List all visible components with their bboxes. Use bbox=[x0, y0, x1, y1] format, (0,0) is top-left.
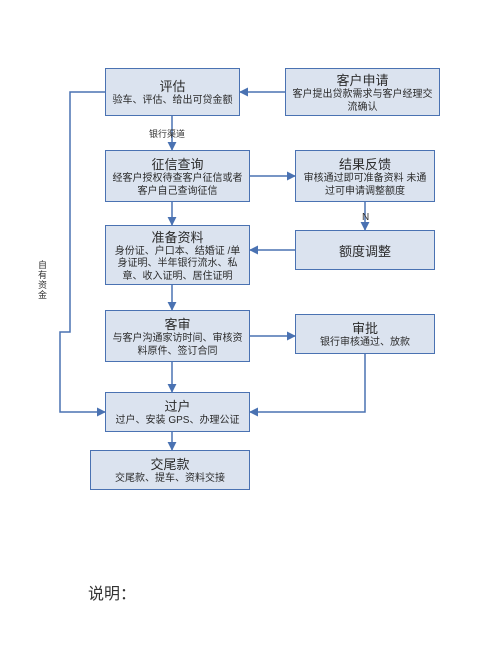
node-review-desc: 与客户沟通家访时间、审核资料原件、签订合同 bbox=[110, 333, 245, 358]
flowchart-canvas: { "layout": { "width": 500, "height": 65… bbox=[0, 0, 500, 658]
node-transfer-desc: 过户、安装 GPS、办理公证 bbox=[116, 415, 240, 428]
node-transfer: 过户过户、安装 GPS、办理公证 bbox=[105, 392, 250, 432]
node-assess: 评估验车、评估、给出可贷金额 bbox=[105, 68, 240, 116]
node-assess-title: 评估 bbox=[159, 76, 185, 95]
node-final-title: 交尾款 bbox=[150, 454, 189, 473]
node-feedback-desc: 审核通过即可准备资料 未通过可申请调整额度 bbox=[300, 173, 430, 198]
node-apply-desc: 客户提出贷款需求与客户经理交流确认 bbox=[290, 89, 435, 114]
node-credit-desc: 经客户授权待查客户征信或者客户自己查询征信 bbox=[110, 173, 245, 198]
node-credit: 征信查询经客户授权待查客户征信或者客户自己查询征信 bbox=[105, 150, 250, 202]
node-quota-title: 额度调整 bbox=[339, 241, 391, 260]
node-review: 客审与客户沟通家访时间、审核资料原件、签订合同 bbox=[105, 310, 250, 362]
node-approve-title: 审批 bbox=[352, 318, 378, 337]
node-assess-desc: 验车、评估、给出可贷金额 bbox=[113, 95, 233, 108]
node-transfer-title: 过户 bbox=[164, 396, 190, 415]
edge-9 bbox=[60, 92, 105, 412]
footer-text: 说明： bbox=[88, 580, 136, 604]
edge-7 bbox=[250, 354, 365, 412]
node-quota: 额度调整 bbox=[295, 230, 435, 270]
node-feedback: 结果反馈审核通过即可准备资料 未通过可申请调整额度 bbox=[295, 150, 435, 202]
node-prepare-desc: 身份证、户口本、结婚证 /单身证明、半年银行流水、私章、收入证明、居住证明 bbox=[110, 246, 245, 284]
node-credit-title: 征信查询 bbox=[151, 154, 203, 173]
edge-label-2: 自有资金 bbox=[36, 260, 49, 300]
node-approve-desc: 银行审核通过、放款 bbox=[320, 337, 410, 350]
node-final: 交尾款交尾款、提车、资料交接 bbox=[90, 450, 250, 490]
node-review-title: 客审 bbox=[164, 314, 190, 333]
node-final-desc: 交尾款、提车、资料交接 bbox=[115, 473, 225, 486]
edge-label-0: 银行渠道 bbox=[149, 127, 185, 140]
node-prepare: 准备资料身份证、户口本、结婚证 /单身证明、半年银行流水、私章、收入证明、居住证… bbox=[105, 225, 250, 285]
node-approve: 审批银行审核通过、放款 bbox=[295, 314, 435, 354]
node-feedback-title: 结果反馈 bbox=[339, 154, 391, 173]
node-apply: 客户申请客户提出贷款需求与客户经理交流确认 bbox=[285, 68, 440, 116]
node-prepare-title: 准备资料 bbox=[151, 227, 203, 246]
node-apply-title: 客户申请 bbox=[336, 70, 388, 89]
edge-label-1: N bbox=[362, 212, 369, 223]
